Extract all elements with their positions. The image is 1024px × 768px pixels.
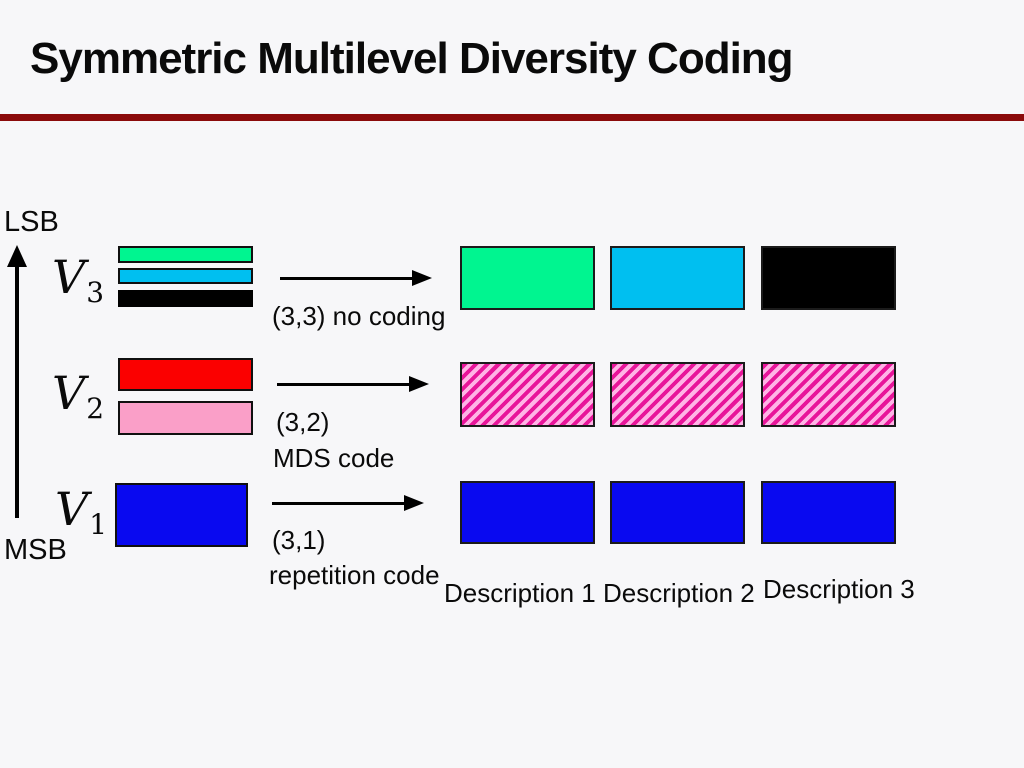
v1-code-label-line2: repetition code [269, 560, 440, 590]
v2-code-label-line1: (3,2) [276, 407, 330, 437]
v2-source-bar-pink [118, 401, 253, 435]
v2-source-bar-red [118, 358, 253, 391]
description-3-label: Description 3 [763, 574, 915, 604]
description-1-label: Description 1 [444, 578, 596, 608]
v3-symbol: V [52, 250, 86, 304]
description3-v1-box-blue [761, 481, 896, 544]
v3-source-bar-green [118, 246, 253, 263]
v1-source-bar-blue [115, 483, 248, 547]
v1-subscript: 1 [89, 508, 108, 541]
description3-v2-box-hatched [761, 362, 896, 427]
v1-code-label-line1: (3,1) [272, 525, 326, 555]
description-2-label: Description 2 [603, 578, 755, 608]
level-v2-label: V2 [52, 370, 104, 423]
v1-encode-arrow-line [272, 502, 405, 505]
v3-subscript: 3 [86, 276, 105, 309]
v2-symbol: V [52, 366, 86, 420]
lsb-label: LSB [4, 206, 59, 238]
level-v1-label: V1 [55, 486, 107, 539]
slide-title: Symmetric Multilevel Diversity Coding [30, 34, 794, 83]
v2-encode-arrow-head-icon [409, 376, 429, 392]
title-divider-rule [0, 114, 1024, 121]
v2-encode-arrow-line [277, 383, 410, 386]
v3-code-label: (3,3) no coding [272, 301, 446, 331]
v1-encode-arrow-head-icon [404, 495, 424, 511]
v1-symbol: V [55, 482, 89, 536]
description1-v2-box-hatched [460, 362, 595, 427]
bit-axis-arrow-head-icon [7, 245, 27, 267]
level-v3-label: V3 [52, 254, 104, 307]
msb-label: MSB [4, 534, 67, 566]
description2-v1-box-blue [610, 481, 745, 544]
v3-source-bar-black [118, 290, 253, 307]
bit-axis-arrow-line [15, 264, 19, 518]
description1-v3-box-green [460, 246, 595, 310]
description2-v3-box-cyan [610, 246, 745, 310]
v2-subscript: 2 [86, 392, 105, 425]
description1-v1-box-blue [460, 481, 595, 544]
v2-code-label-line2: MDS code [273, 443, 395, 473]
v3-source-bar-cyan [118, 268, 253, 284]
v3-encode-arrow-line [280, 277, 413, 280]
v3-encode-arrow-head-icon [412, 270, 432, 286]
description2-v2-box-hatched [610, 362, 745, 427]
description3-v3-box-black [761, 246, 896, 310]
